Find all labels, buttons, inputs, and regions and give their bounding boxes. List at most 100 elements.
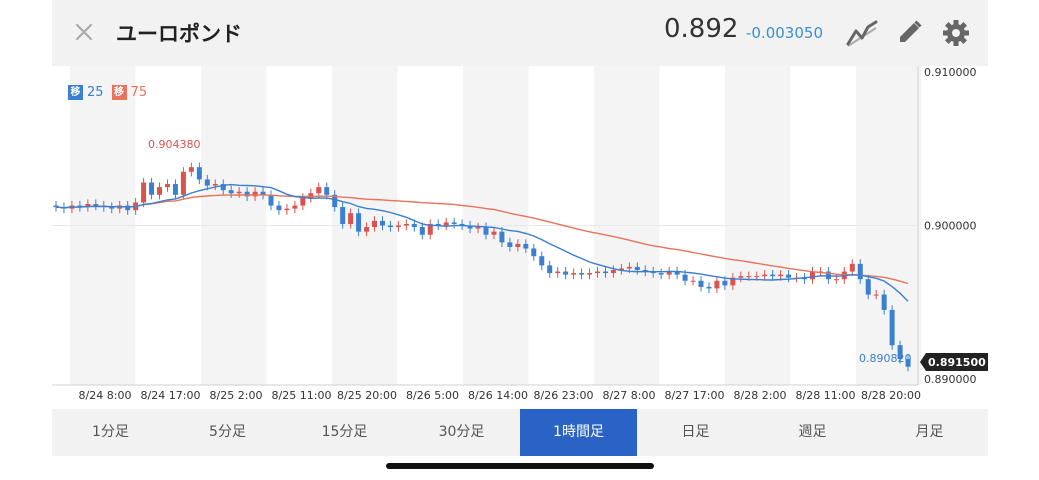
candle-body (244, 191, 250, 197)
candle-body (220, 184, 226, 191)
candle-body (523, 243, 529, 249)
tab-5[interactable]: 日足 (681, 424, 710, 440)
ma-short-period: 25 (87, 84, 104, 100)
candle-body (491, 231, 497, 235)
candle-body (475, 227, 481, 229)
candle-body (188, 167, 194, 172)
candle-body (722, 280, 728, 286)
candle-body (164, 184, 170, 188)
candle-body (300, 197, 306, 206)
ma-long-period: 75 (130, 84, 148, 100)
candle-body (109, 207, 115, 209)
candle-body (674, 271, 680, 275)
page-title: ユーロポンド (116, 22, 242, 46)
pencil-icon[interactable] (894, 18, 926, 48)
home-indicator[interactable] (386, 463, 654, 469)
candle-body (658, 273, 664, 275)
header-bar: ユーロポンド 0.892 -0.003050 (52, 0, 988, 66)
x-tick-label: 8/25 2:00 (210, 389, 263, 402)
candle-body (467, 225, 473, 229)
candle-body (284, 208, 290, 211)
candle-body (77, 205, 83, 208)
gear-icon[interactable] (940, 18, 972, 48)
candle-body (746, 276, 752, 278)
high-price-label: 0.904380 (148, 138, 201, 151)
candlestick-chart[interactable]: 0.910000 0.900000 0.890000 8/24 8:00 8/24 17… (52, 66, 988, 408)
candle-body (483, 227, 489, 235)
candle-body (252, 191, 258, 197)
x-tick-label: 8/26 23:00 (534, 389, 594, 402)
candle-body (507, 242, 513, 247)
candle-body (770, 274, 776, 277)
candle-body (53, 205, 59, 208)
candle-body (547, 265, 553, 274)
candle-body (395, 225, 401, 228)
candle-body (897, 345, 903, 360)
candle-body (387, 225, 393, 228)
candle-body (809, 271, 815, 280)
candle-body (889, 309, 895, 346)
y-tick-label: 0.890000 (924, 373, 977, 386)
x-tick-label: 8/28 2:00 (734, 389, 787, 402)
candle-body (196, 167, 202, 180)
candle-body (762, 274, 768, 277)
candle-body (571, 273, 577, 275)
candle-body (419, 227, 425, 235)
tab-1[interactable]: 5分足 (209, 424, 246, 440)
candle-body (714, 280, 720, 289)
tab-3[interactable]: 30分足 (438, 424, 485, 440)
x-tick-label: 8/25 20:00 (337, 389, 397, 402)
candle-body (833, 279, 839, 281)
ma-long-line (55, 194, 909, 285)
candle-body (626, 266, 632, 269)
candle-body (332, 194, 338, 208)
candle-body (602, 271, 608, 274)
candle-body (348, 213, 354, 224)
candle-body (857, 263, 863, 280)
tab-6[interactable]: 週足 (798, 424, 827, 440)
candle-body (587, 273, 593, 275)
tab-7[interactable]: 月足 (915, 424, 944, 440)
tab-0[interactable]: 1分足 (92, 424, 129, 440)
close-icon[interactable] (72, 20, 96, 44)
candle-body (276, 205, 282, 211)
tab-2[interactable]: 15分足 (321, 424, 368, 440)
candle-body (427, 223, 433, 235)
current-price: 0.892 (664, 14, 739, 44)
candle-body (204, 179, 210, 186)
candle-body (594, 271, 600, 274)
candle-body (634, 266, 640, 271)
candle-body (340, 207, 346, 224)
candle-body (563, 271, 569, 275)
line-chart-icon[interactable] (846, 18, 878, 48)
tab-4[interactable]: 1時間足 (520, 409, 637, 456)
candle-body (706, 286, 712, 289)
candle-body (228, 190, 234, 194)
candle-body (682, 274, 688, 281)
current-price-marker (920, 353, 988, 371)
candle-body (865, 279, 871, 295)
candle-body (610, 270, 616, 274)
candle-body (515, 243, 521, 247)
y-tick-label: 0.900000 (924, 220, 977, 233)
candle-body (141, 182, 147, 203)
candle-body (403, 223, 409, 226)
candle-body (236, 191, 242, 194)
x-tick-label: 8/27 8:00 (603, 389, 656, 402)
candle-body (93, 204, 99, 206)
candle-body (642, 270, 648, 272)
current-price-label: 0.891500 (928, 356, 986, 369)
candle-body (618, 268, 624, 271)
candle-body (149, 182, 155, 195)
candle-body (786, 274, 792, 278)
candle-body (372, 220, 378, 228)
candle-body (212, 184, 218, 186)
x-tick-label: 8/28 11:00 (796, 389, 856, 402)
candle-body (364, 227, 370, 232)
candle-body (881, 294, 887, 310)
candle-body (260, 191, 266, 195)
x-tick-label: 8/28 20:00 (861, 389, 921, 402)
candle-body (443, 222, 449, 226)
candle-body (85, 204, 91, 208)
candle-body (172, 184, 178, 195)
